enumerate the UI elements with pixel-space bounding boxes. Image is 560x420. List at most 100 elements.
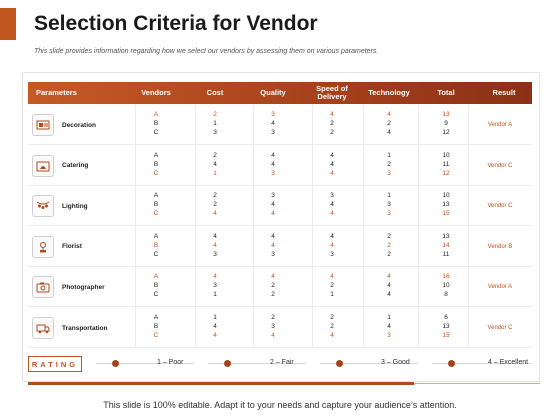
speed-value: 2 bbox=[330, 129, 334, 136]
vendor-value: B bbox=[153, 282, 159, 290]
header-speed: Speed of Delivery bbox=[316, 84, 348, 101]
technology-value: 4 bbox=[387, 111, 391, 118]
result-value: Vendor A bbox=[487, 284, 513, 291]
header-quality: Quality bbox=[260, 88, 286, 97]
total-value: 13 bbox=[442, 201, 450, 209]
title-accent-bar bbox=[0, 8, 16, 40]
vendor-value: C bbox=[153, 291, 159, 299]
rating-track bbox=[208, 363, 306, 364]
table-row: Florist A B C 4 4 3 4 4 3 4 4 3 2 2 2 13 14 11 Vendor B bbox=[28, 227, 532, 267]
speed-value: 4 bbox=[330, 210, 334, 218]
table-row: Photographer A B C 4 3 1 4 2 2 4 2 1 4 4 4 16 10 8 Vendor A bbox=[28, 267, 532, 308]
technology-value: 3 bbox=[387, 169, 391, 177]
cost-value: 2 bbox=[213, 192, 217, 200]
lighting-icon bbox=[32, 195, 54, 218]
technology-value: 1 bbox=[387, 314, 391, 321]
speed-value: 4 bbox=[330, 111, 334, 118]
quality-value: 4 bbox=[271, 151, 275, 159]
vendor-value: A bbox=[153, 273, 159, 281]
vendor-value: A bbox=[153, 314, 159, 321]
table-row: Decoration A B C 2 1 3 3 4 3 4 2 2 4 2 4 13 9 12 Vendor A bbox=[28, 105, 532, 145]
speed-value: 3 bbox=[330, 192, 334, 200]
vendor-value: C bbox=[153, 250, 159, 258]
vendor-value: A bbox=[153, 111, 159, 118]
header-parameters: Parameters bbox=[36, 88, 77, 97]
page-title: Selection Criteria for Vendor bbox=[34, 12, 318, 35]
cost-value: 2 bbox=[213, 151, 217, 159]
rating-track bbox=[432, 363, 532, 364]
table-header: Parameters Vendors Cost Quality Speed of… bbox=[28, 82, 532, 104]
technology-value: 2 bbox=[387, 120, 391, 127]
speed-column: 4 2 2 bbox=[312, 110, 352, 137]
total-value: 14 bbox=[442, 241, 450, 249]
quality-value: 4 bbox=[271, 332, 275, 339]
technology-value: 1 bbox=[387, 151, 391, 159]
speed-value: 2 bbox=[330, 314, 334, 321]
quality-value: 2 bbox=[271, 282, 275, 290]
vendor-value: B bbox=[153, 323, 159, 330]
quality-value: 3 bbox=[271, 169, 275, 177]
cost-value: 3 bbox=[213, 129, 217, 136]
cost-value: 2 bbox=[213, 201, 217, 209]
cost-value: 4 bbox=[213, 160, 217, 168]
quality-value: 4 bbox=[271, 120, 275, 127]
total-value: 10 bbox=[442, 282, 450, 290]
total-column: 10 11 12 bbox=[426, 151, 466, 178]
technology-value: 1 bbox=[387, 192, 391, 200]
vendor-value: B bbox=[153, 160, 159, 168]
footer-accent-bar bbox=[28, 382, 414, 385]
parameter-label: Lighting bbox=[62, 202, 88, 210]
cost-value: 4 bbox=[213, 273, 217, 281]
total-value: 9 bbox=[444, 120, 448, 127]
technology-value: 4 bbox=[387, 291, 391, 299]
quality-value: 4 bbox=[271, 273, 275, 281]
speed-value: 4 bbox=[330, 169, 334, 177]
total-value: 13 bbox=[442, 232, 450, 240]
rating-dot bbox=[112, 360, 119, 367]
rating-excellent: 4 – Excellent bbox=[488, 359, 529, 366]
speed-value: 3 bbox=[330, 250, 334, 258]
technology-value: 4 bbox=[387, 273, 391, 281]
parameter-label: Florist bbox=[62, 243, 82, 251]
cost-value: 4 bbox=[213, 323, 217, 330]
vendor-value: B bbox=[153, 201, 159, 209]
speed-value: 4 bbox=[330, 201, 334, 209]
quality-value: 4 bbox=[271, 160, 275, 168]
photographer-icon bbox=[32, 276, 54, 299]
technology-value: 4 bbox=[387, 129, 391, 136]
quality-value: 3 bbox=[271, 129, 275, 136]
parameter-label: Transportation bbox=[62, 324, 108, 332]
speed-value: 4 bbox=[330, 332, 334, 339]
speed-value: 4 bbox=[330, 151, 334, 159]
table-row: Lighting A B C 2 2 4 3 4 4 3 4 4 1 3 3 10 13 15 Vendor C bbox=[28, 186, 532, 227]
total-column: 16 10 8 bbox=[426, 272, 466, 299]
rating-track bbox=[320, 363, 418, 364]
cost-value: 3 bbox=[213, 282, 217, 290]
total-column: 10 13 15 bbox=[426, 191, 466, 218]
total-column: 13 9 12 bbox=[426, 110, 466, 137]
technology-value: 3 bbox=[387, 201, 391, 209]
speed-column: 2 2 4 bbox=[312, 313, 352, 340]
total-value: 8 bbox=[444, 291, 448, 299]
parameter-label: Decoration bbox=[62, 121, 96, 129]
rating-dot bbox=[336, 360, 343, 367]
vendor-value: C bbox=[153, 129, 159, 136]
header-vendors: Vendors bbox=[141, 88, 171, 97]
cost-column: 1 4 4 bbox=[195, 313, 235, 340]
cost-value: 4 bbox=[213, 332, 217, 339]
catering-icon bbox=[32, 154, 54, 177]
total-value: 15 bbox=[442, 332, 450, 339]
decoration-icon bbox=[32, 114, 54, 136]
speed-value: 2 bbox=[330, 323, 334, 330]
transportation-icon bbox=[32, 317, 54, 339]
total-value: 12 bbox=[442, 169, 450, 177]
footer-note: This slide is 100% editable. Adapt it to… bbox=[103, 400, 457, 410]
rating-poor: 1 – Poor bbox=[157, 359, 184, 366]
rating-dot bbox=[448, 360, 455, 367]
